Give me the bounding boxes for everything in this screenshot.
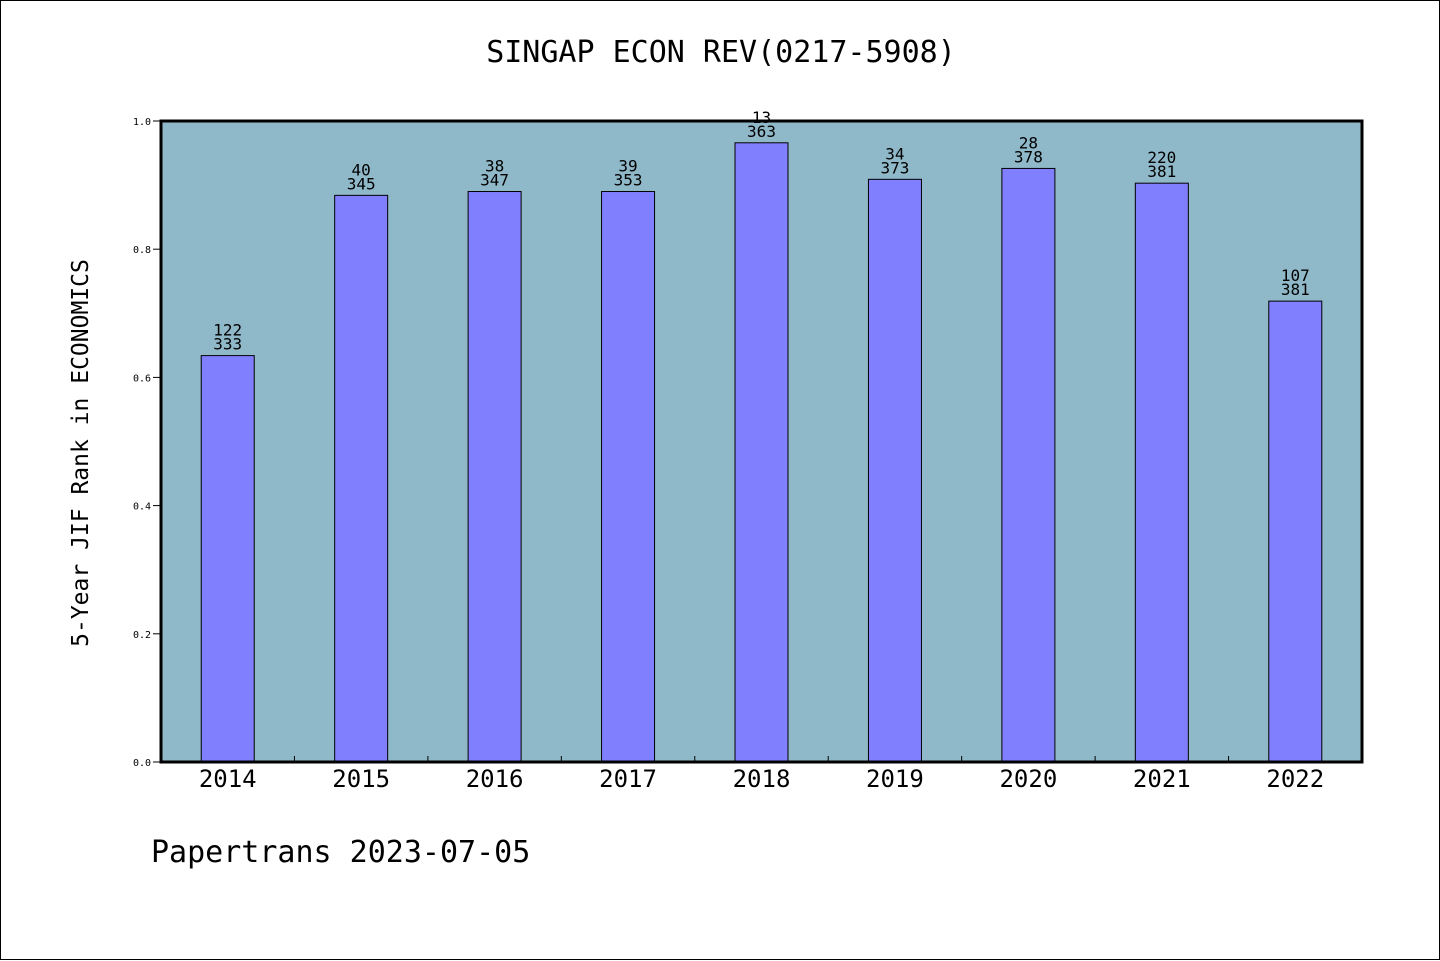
bar-rank-label: 122 [213, 321, 242, 340]
x-tick-label: 2014 [199, 765, 257, 793]
bar-rank-label: 38 [485, 157, 504, 176]
bar-rank-label: 107 [1281, 266, 1310, 285]
bar-total-label: 345 [347, 174, 376, 193]
x-tick-label: 2019 [866, 765, 924, 793]
bar [200, 355, 255, 763]
bar-total-label: 347 [480, 171, 509, 190]
chart-title: SINGAP ECON REV(0217-5908) [486, 35, 956, 70]
bar [867, 178, 922, 763]
bar-total-label: 378 [1014, 147, 1043, 166]
bar-total-label: 333 [213, 335, 242, 354]
bar-total-label: 373 [880, 158, 909, 177]
y-tick-label: 0.0 [133, 758, 151, 769]
bar [601, 191, 656, 763]
bar [734, 142, 789, 763]
bar-rank-label: 39 [618, 157, 637, 176]
x-tick-label: 2020 [999, 765, 1057, 793]
bar-total-label: 363 [747, 122, 776, 141]
y-tick-label: 0.4 [133, 502, 151, 513]
bar-rank-label: 28 [1019, 133, 1038, 152]
x-tick-label: 2016 [466, 765, 524, 793]
bar-total-label: 381 [1147, 162, 1176, 181]
bar-total-label: 381 [1281, 280, 1310, 299]
y-tick-label: 1.0 [133, 117, 151, 128]
bar-total-label: 353 [614, 171, 643, 190]
bar [1134, 182, 1189, 763]
bar [334, 194, 389, 763]
x-tick-label: 2015 [332, 765, 390, 793]
x-tick-label: 2022 [1266, 765, 1324, 793]
bar [467, 191, 522, 763]
y-tick-label: 0.2 [133, 630, 151, 641]
x-tick-label: 2017 [599, 765, 657, 793]
y-tick-label: 0.6 [133, 373, 151, 384]
bar-rank-label: 220 [1147, 148, 1176, 167]
x-tick-label: 2018 [733, 765, 791, 793]
plot-frame [159, 119, 1364, 764]
footer-credit: Papertrans 2023-07-05 [151, 835, 531, 870]
bar-rank-label: 40 [352, 160, 371, 179]
x-tick-label: 2021 [1133, 765, 1191, 793]
bar [1001, 167, 1056, 763]
y-tick-label: 0.8 [133, 245, 151, 256]
bar [1268, 300, 1323, 763]
bar-rank-label: 34 [885, 144, 904, 163]
